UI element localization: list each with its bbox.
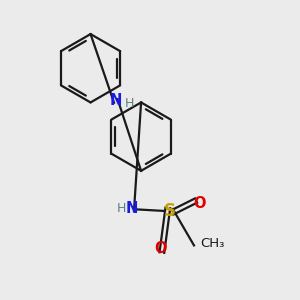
Text: CH₃: CH₃ bbox=[200, 237, 225, 250]
Text: H: H bbox=[125, 97, 134, 110]
Text: N: N bbox=[126, 201, 138, 216]
Text: O: O bbox=[193, 196, 205, 211]
Text: N: N bbox=[110, 94, 122, 109]
Text: O: O bbox=[154, 241, 167, 256]
Text: H: H bbox=[116, 202, 126, 215]
Text: S: S bbox=[163, 202, 175, 220]
